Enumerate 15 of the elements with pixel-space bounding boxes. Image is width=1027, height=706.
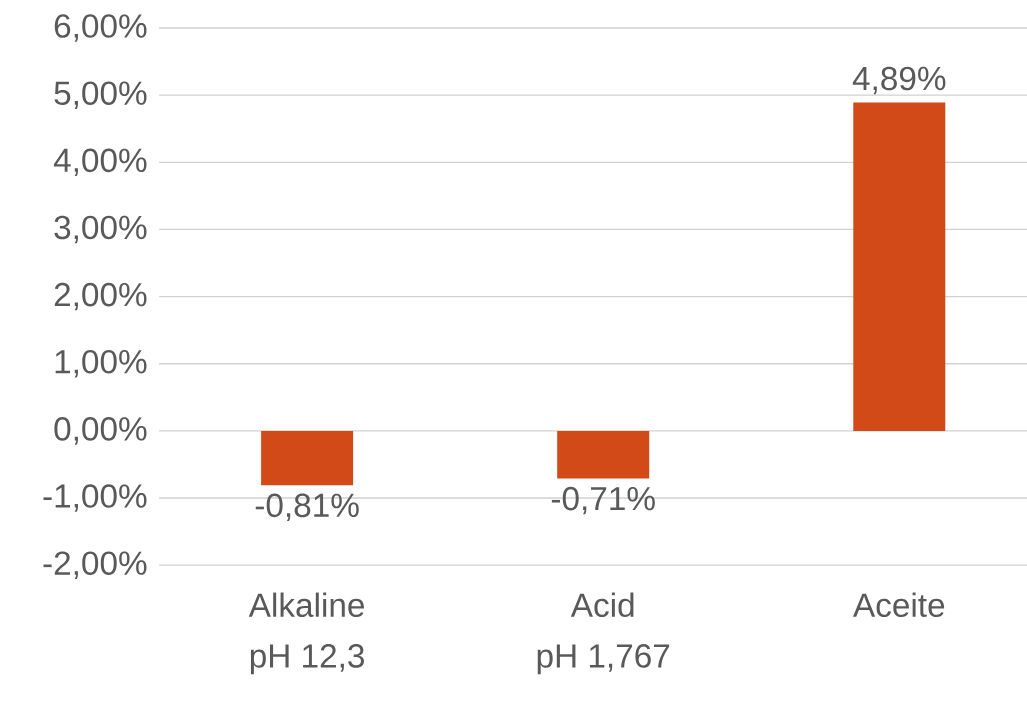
y-tick-label: 6,00% <box>54 14 147 42</box>
y-tick-label: 2,00% <box>54 282 147 311</box>
x-tick-label: Acid pH 1,767 <box>537 592 670 675</box>
data-label: -0,81% <box>255 493 359 521</box>
y-tick-label: -2,00% <box>43 551 147 579</box>
y-tick-label: -1,00% <box>43 484 147 512</box>
data-label: -0,71% <box>551 486 655 515</box>
y-tick-label: 1,00% <box>55 349 147 378</box>
y-tick-label: 0,00% <box>54 417 147 445</box>
x-tick-label: Aceite <box>853 592 945 617</box>
y-tick-label: 3,00% <box>54 215 147 244</box>
y-tick-label: 4,00% <box>53 148 147 176</box>
x-tick-label: Alkaline pH 12,3 <box>248 592 364 675</box>
data-label: 4,89% <box>852 66 946 95</box>
y-tick-label: 5,00% <box>54 81 147 109</box>
